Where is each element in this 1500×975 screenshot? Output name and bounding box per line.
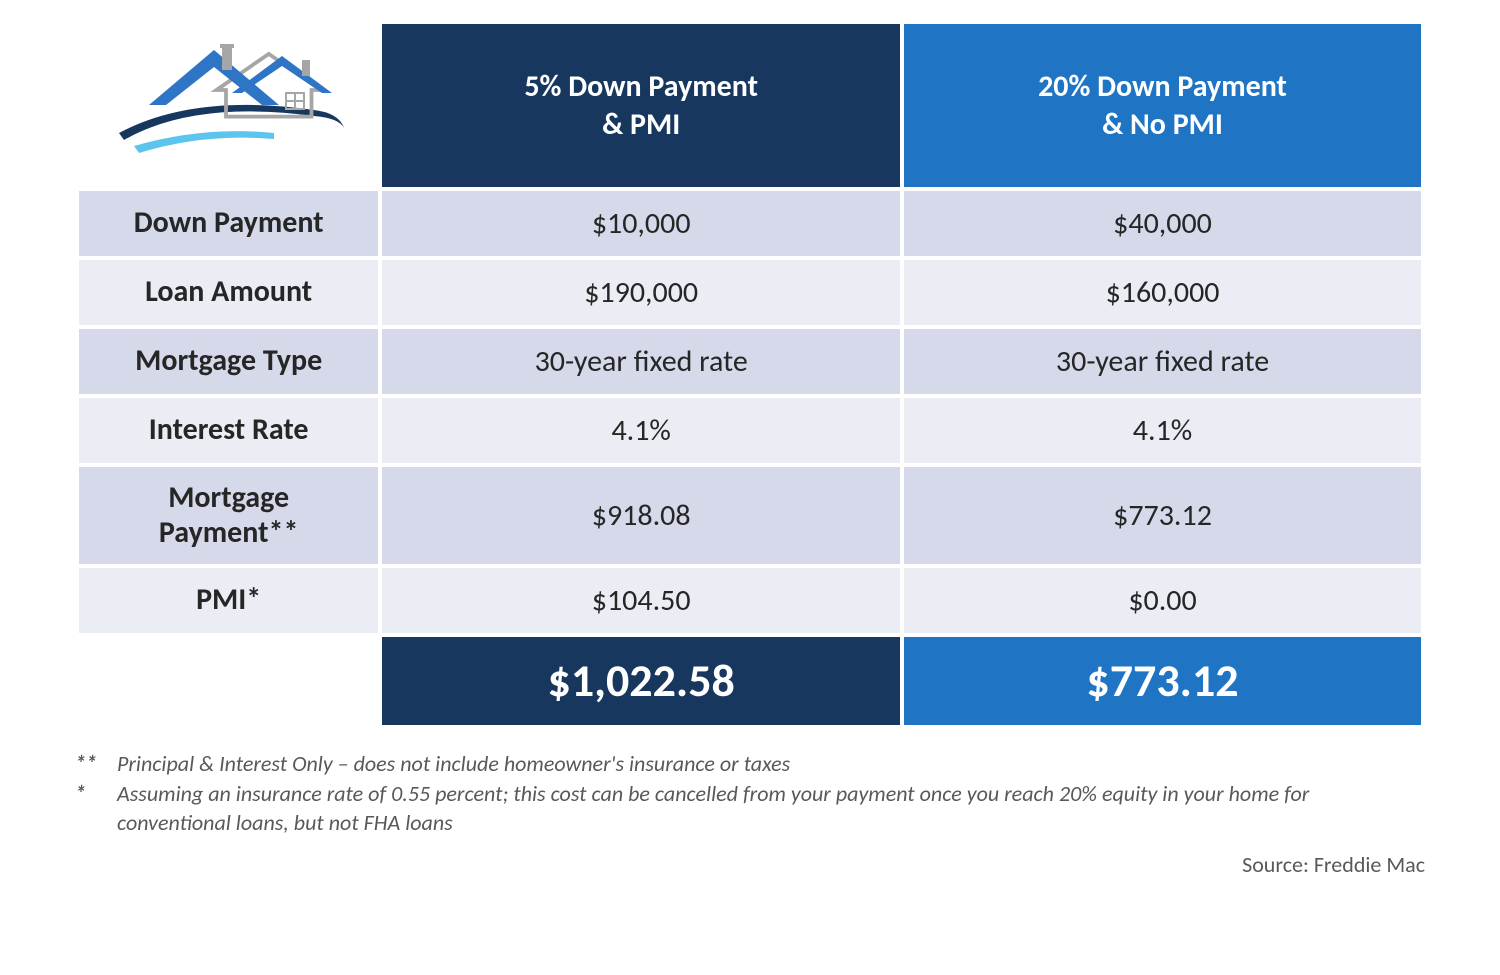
house-front-chimney [222, 48, 232, 70]
table-row: Loan Amount $190,000 $160,000 [79, 260, 1421, 325]
row-value-col2: 4.1% [904, 398, 1421, 463]
table-row: Down Payment $10,000 $40,000 [79, 191, 1421, 256]
header-col2-line2: & No PMI [1102, 106, 1223, 143]
total-col2: $773.12 [904, 637, 1421, 725]
header-col2: 20% Down Payment & No PMI [904, 24, 1421, 187]
row-label: PMI* [79, 568, 378, 633]
row-value-col1: $918.08 [382, 467, 900, 564]
footnote-1-text: Principal & Interest Only – does not inc… [117, 749, 790, 779]
row-value-col1: $190,000 [382, 260, 900, 325]
table-row: Mortgage Payment** $918.08 $773.12 [79, 467, 1421, 564]
footnote-1-mark: ** [75, 749, 107, 779]
table-header-row: 5% Down Payment & PMI 20% Down Payment &… [79, 24, 1421, 187]
total-col1: $1,022.58 [382, 637, 900, 725]
table-row: PMI* $104.50 $0.00 [79, 568, 1421, 633]
row-label: Mortgage Type [79, 329, 378, 394]
row-value-col1: 30-year fixed rate [382, 329, 900, 394]
header-col1-line1: 5% Down Payment [524, 68, 758, 105]
footnote-2-text: Assuming an insurance rate of 0.55 perce… [117, 779, 1425, 838]
table-total-row: $1,022.58 $773.12 [79, 637, 1421, 725]
header-col2-line1: 20% Down Payment [1038, 68, 1287, 105]
row-value-col1: $104.50 [382, 568, 900, 633]
swoosh-light [134, 131, 274, 153]
row-value-col2: 30-year fixed rate [904, 329, 1421, 394]
row-label: Loan Amount [79, 260, 378, 325]
row-label-line1: Mortgage [168, 479, 289, 516]
house-back-chimney [302, 60, 310, 76]
footnote-2-mark: * [75, 779, 107, 838]
footnote-2: * Assuming an insurance rate of 0.55 per… [75, 779, 1425, 838]
table-row: Mortgage Type 30-year fixed rate 30-year… [79, 329, 1421, 394]
header-col1-line2: & PMI [602, 106, 680, 143]
row-label: Interest Rate [79, 398, 378, 463]
header-col1: 5% Down Payment & PMI [382, 24, 900, 187]
row-label: Down Payment [79, 191, 378, 256]
row-label-line2: Payment** [159, 514, 298, 551]
logo-cell [79, 24, 378, 187]
row-value-col2: $40,000 [904, 191, 1421, 256]
total-blank-cell [79, 637, 378, 725]
mortgage-comparison-table: 5% Down Payment & PMI 20% Down Payment &… [75, 20, 1425, 729]
house-logo-icon [104, 38, 354, 168]
row-value-col2: $160,000 [904, 260, 1421, 325]
row-label: Mortgage Payment** [79, 467, 378, 564]
row-value-col1: $10,000 [382, 191, 900, 256]
row-value-col1: 4.1% [382, 398, 900, 463]
footnote-1: ** Principal & Interest Only – does not … [75, 749, 1425, 779]
table-row: Interest Rate 4.1% 4.1% [79, 398, 1421, 463]
footnotes: ** Principal & Interest Only – does not … [75, 749, 1425, 880]
row-value-col2: $773.12 [904, 467, 1421, 564]
source-text: Source: Freddie Mac [75, 850, 1425, 880]
row-value-col2: $0.00 [904, 568, 1421, 633]
